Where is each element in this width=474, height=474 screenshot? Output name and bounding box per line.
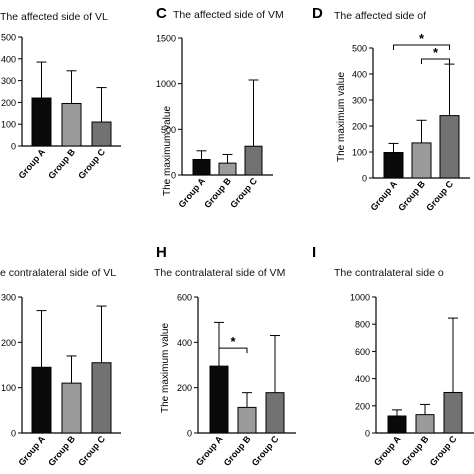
bar xyxy=(244,145,263,176)
y-tick-label: 400 xyxy=(1,54,16,64)
chart-panel-contralateral-vm: H The contralateral side of VM The maxim… xyxy=(154,237,316,474)
y-tick-label: 1000 xyxy=(156,79,176,89)
y-tick-label: 800 xyxy=(355,320,370,330)
chart-panel-contralateral-i: I The contralateral side o 0 200 400 600 800… xyxy=(312,237,474,474)
x-tick-label: Group A xyxy=(16,433,47,467)
bar xyxy=(411,142,432,179)
y-tick-label: 500 xyxy=(1,33,16,43)
panel-letter: C xyxy=(156,5,167,22)
y-tick-label: 600 xyxy=(355,347,370,357)
y-tick-label: 200 xyxy=(355,401,370,411)
bar xyxy=(218,162,237,176)
y-tick-label: 1500 xyxy=(156,34,176,44)
x-tick-label: Group A xyxy=(372,433,403,467)
chart-title: The affected side of VM xyxy=(173,9,284,21)
chart-panel-contralateral-vl: e contralateral side of VL 0 100 200 300 Gro… xyxy=(0,237,158,474)
significance-bracket xyxy=(218,347,248,354)
x-tick-label: Group B xyxy=(400,433,431,467)
y-tick-label: 0 xyxy=(11,142,16,152)
bar xyxy=(265,392,285,434)
y-tick-label: 100 xyxy=(1,120,16,130)
y-tick-label: 500 xyxy=(161,125,176,135)
y-tick-label: 1000 xyxy=(350,293,370,303)
panel-letter: D xyxy=(312,5,323,22)
bar xyxy=(387,415,407,434)
significance-star: * xyxy=(419,31,425,46)
x-tick-label: Group C xyxy=(428,433,459,467)
x-tick-label: Group B xyxy=(222,433,253,467)
chart-panel-affected-d: D The affected side of The maximum value… xyxy=(312,0,474,237)
bar xyxy=(61,102,82,147)
y-tick-label: 0 xyxy=(171,171,176,181)
x-tick-label: Group C xyxy=(424,178,455,212)
bar xyxy=(415,414,435,434)
bar xyxy=(383,152,404,179)
bar xyxy=(209,365,229,434)
chart-title: The contralateral side of VM xyxy=(154,267,286,279)
bar xyxy=(192,158,211,176)
x-tick-label: Group C xyxy=(76,433,107,467)
y-tick-label: 600 xyxy=(177,293,192,303)
significance-bracket xyxy=(421,58,450,64)
panel-letter: H xyxy=(156,244,167,261)
y-tick-label: 0 xyxy=(362,174,367,184)
x-tick-label: Group B xyxy=(46,433,77,467)
x-tick-label: Group C xyxy=(250,433,281,467)
y-tick-label: 0 xyxy=(365,429,370,439)
significance-star: * xyxy=(433,45,439,60)
bar xyxy=(91,362,112,434)
bar-chart-contralateral-vl: 0 100 200 300 Group A Group B Group C xyxy=(1,293,121,468)
y-tick-label: 200 xyxy=(1,98,16,108)
chart-title: The affected side of xyxy=(334,10,427,22)
chart-title: The affected side of VL xyxy=(0,11,108,23)
bar xyxy=(31,97,52,147)
y-tick-label: 0 xyxy=(11,429,16,439)
chart-panel-affected-vm: C The affected side of VM The maximum va… xyxy=(156,0,316,237)
y-tick-label: 300 xyxy=(352,96,367,106)
chart-title: The contralateral side o xyxy=(334,267,444,279)
y-tick-label: 200 xyxy=(352,122,367,132)
y-tick-label: 200 xyxy=(1,338,16,348)
y-tick-label: 100 xyxy=(1,383,16,393)
chart-panel-affected-vl: The affected side of VL 0 100 200 300 400 500… xyxy=(0,0,158,237)
x-tick-label: Group B xyxy=(396,178,427,212)
significance-bracket xyxy=(393,44,450,50)
y-tick-label: 300 xyxy=(1,76,16,86)
y-tick-label: 400 xyxy=(355,374,370,384)
y-tick-label: 400 xyxy=(352,70,367,80)
significance-star: * xyxy=(230,334,236,349)
y-tick-label: 0 xyxy=(187,429,192,439)
bar-chart-affected-vl: 0 100 200 300 400 500 Group A Group B Group C xyxy=(1,33,121,181)
bar xyxy=(31,366,52,434)
x-tick-label: Group B xyxy=(46,146,77,180)
y-tick-label: 300 xyxy=(1,293,16,303)
bar xyxy=(439,115,460,179)
bar xyxy=(91,121,112,147)
x-tick-label: Group A xyxy=(194,433,225,467)
x-tick-label: Group A xyxy=(16,146,47,180)
bar xyxy=(443,391,463,434)
panel-letter: I xyxy=(312,244,317,261)
y-tick-label: 200 xyxy=(177,383,192,393)
y-tick-label: 100 xyxy=(352,148,367,158)
bar xyxy=(237,406,257,434)
bar xyxy=(61,382,82,434)
x-tick-label: Group C xyxy=(228,175,259,209)
y-tick-label: 400 xyxy=(177,338,192,348)
x-tick-label: Group C xyxy=(76,146,107,180)
x-tick-label: Group A xyxy=(368,178,399,212)
chart-title: e contralateral side of VL xyxy=(0,267,117,279)
y-tick-label: 500 xyxy=(352,44,367,54)
